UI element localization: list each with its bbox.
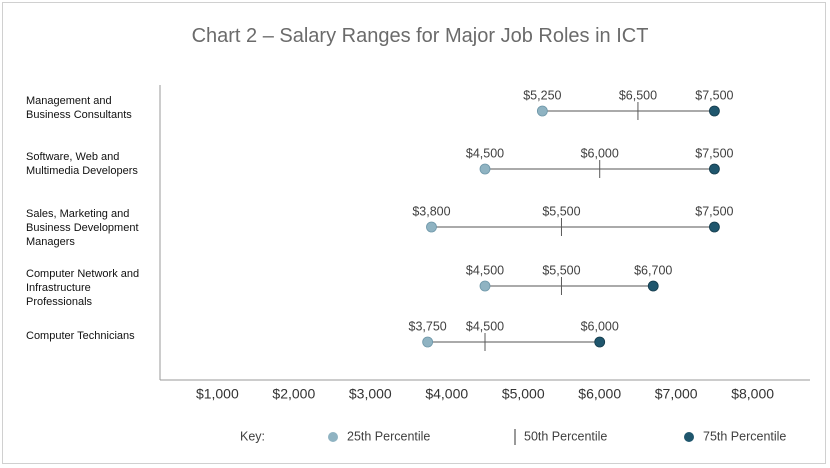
- value-label: $3,800: [412, 204, 450, 218]
- p25-point: [536, 105, 548, 117]
- p25-point: [422, 336, 434, 348]
- p25-point: [426, 221, 437, 233]
- legend-swatch: [328, 432, 338, 442]
- x-tick-label: $1,000: [196, 386, 239, 402]
- category-label: Sales, Marketing and Business Developmen…: [26, 208, 139, 248]
- value-label: $4,500: [466, 146, 504, 160]
- p25-point: [479, 280, 491, 292]
- legend-label: 25th Percentile: [347, 429, 430, 443]
- value-label: $7,500: [695, 88, 733, 102]
- value-label: $6,000: [581, 319, 619, 333]
- x-tick-label: $3,000: [349, 386, 392, 402]
- value-label: $6,500: [619, 88, 657, 102]
- legend-title: Key:: [240, 429, 265, 443]
- x-tick-label: $2,000: [272, 386, 315, 402]
- value-label: $4,500: [466, 319, 504, 333]
- value-label: $4,500: [466, 263, 504, 277]
- value-label: $6,000: [581, 146, 619, 160]
- legend-label: 50th Percentile: [524, 429, 607, 443]
- value-label: $3,750: [409, 319, 447, 333]
- value-label: $5,500: [542, 263, 580, 277]
- value-label: $5,500: [542, 204, 580, 218]
- p25-point: [479, 163, 491, 175]
- x-tick-label: $5,000: [502, 386, 545, 402]
- category-label: Management and Business Consultants: [26, 95, 132, 121]
- category-label: Software, Web and Multimedia Developers: [26, 151, 138, 177]
- x-tick-label: $8,000: [731, 386, 774, 402]
- category-label: Computer Network and Infrastructure Prof…: [26, 268, 140, 308]
- value-label: $7,500: [695, 146, 733, 160]
- legend-label: 75th Percentile: [703, 429, 786, 443]
- chart-title: Chart 2 – Salary Ranges for Major Job Ro…: [191, 25, 649, 47]
- p75-point: [647, 280, 659, 292]
- x-tick-label: $6,000: [578, 386, 621, 402]
- x-tick-label: $7,000: [655, 386, 698, 402]
- p75-point: [709, 221, 720, 233]
- p75-point: [709, 105, 720, 117]
- x-tick-label: $4,000: [425, 386, 468, 402]
- p75-point: [594, 336, 606, 348]
- category-label: Computer Technicians: [26, 330, 135, 342]
- value-label: $7,500: [695, 204, 733, 218]
- value-label: $5,250: [523, 88, 561, 102]
- p75-point: [709, 163, 720, 175]
- legend-swatch: [684, 432, 694, 442]
- value-label: $6,700: [634, 263, 672, 277]
